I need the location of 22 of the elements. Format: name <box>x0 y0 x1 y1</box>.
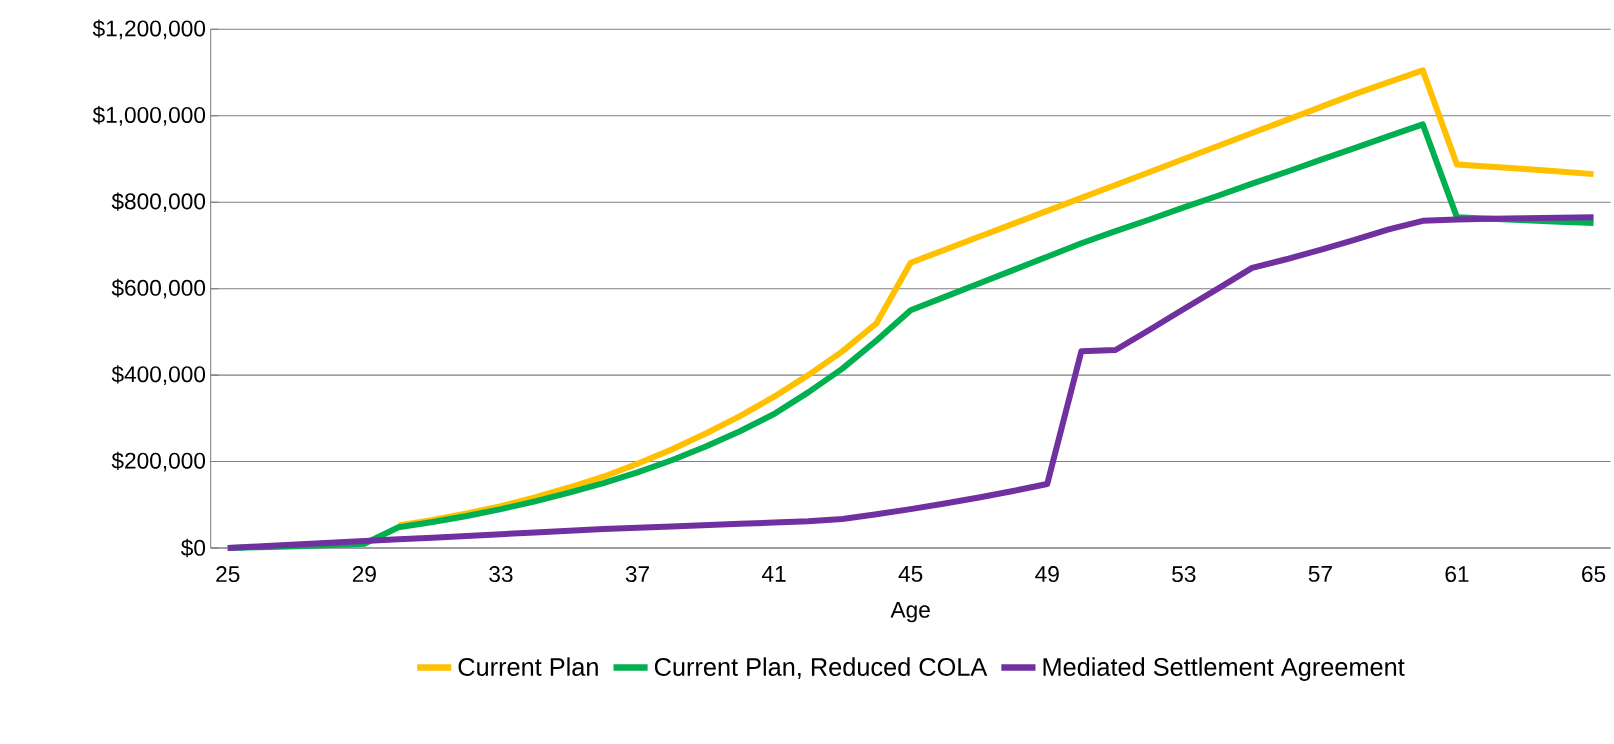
x-axis-title: Age <box>890 601 930 623</box>
x-tick-label: 53 <box>1172 566 1196 583</box>
y-tick-label: $400,000 <box>111 365 206 385</box>
y-tick-label: $0 <box>181 538 206 558</box>
x-tick-label: 61 <box>1445 566 1469 583</box>
y-tick-label: $200,000 <box>111 451 206 472</box>
y-tick-label: $800,000 <box>111 192 206 213</box>
x-tick-label: 41 <box>761 566 786 582</box>
legend-label: Mediated Settlement Agreement <box>1043 657 1405 681</box>
x-tick-label: 57 <box>1308 566 1332 582</box>
x-tick-label: 45 <box>898 566 923 582</box>
legend-label: Current Plan, Reduced COLA <box>654 657 988 679</box>
y-tick-label: $1,200,000 <box>92 19 206 40</box>
legend-label: Current Plan <box>458 657 598 676</box>
x-tick-label: 29 <box>352 566 376 583</box>
x-tick-label: 65 <box>1582 566 1606 583</box>
x-tick-label: 25 <box>216 566 240 583</box>
y-tick-label: $600,000 <box>111 278 206 299</box>
x-tick-label: 33 <box>489 566 513 583</box>
y-tick-label: $1,000,000 <box>92 105 206 126</box>
x-tick-label: 49 <box>1035 566 1059 583</box>
x-tick-label: 37 <box>625 566 649 583</box>
